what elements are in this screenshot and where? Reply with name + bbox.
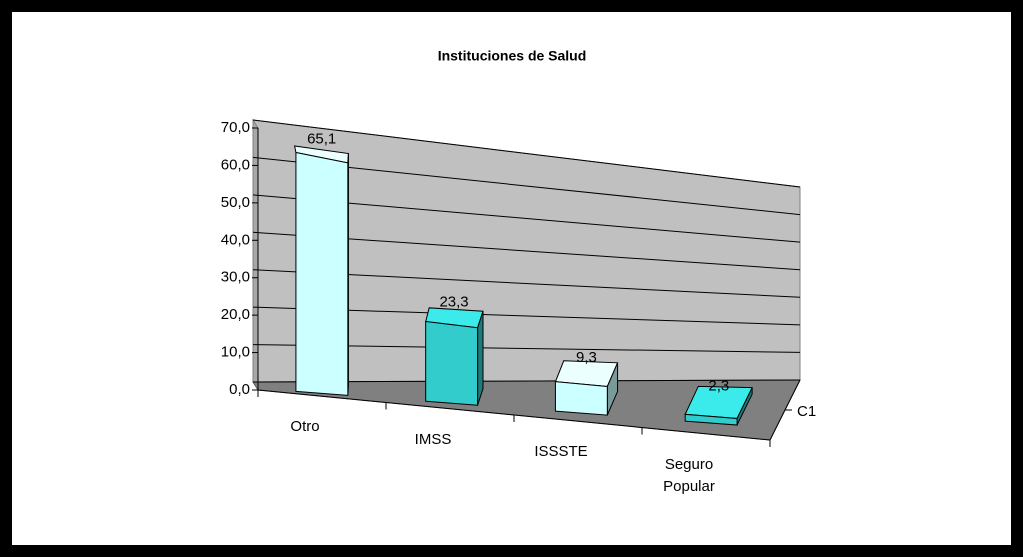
y-tick-label: 30,0 <box>221 269 250 286</box>
data-label: 2,3 <box>708 377 729 394</box>
grid-line <box>252 119 801 188</box>
data-label: 9,3 <box>576 349 597 366</box>
bar <box>684 413 738 426</box>
series-label: C1 <box>797 403 816 420</box>
x-tick-label: Otro <box>290 418 320 436</box>
y-tick-label: 0,0 <box>229 381 250 398</box>
y-tick-label: 50,0 <box>221 194 250 211</box>
data-label: 65,1 <box>307 130 336 147</box>
y-tick-label: 70,0 <box>221 119 250 136</box>
y-tick-label: 40,0 <box>221 231 250 248</box>
bar <box>425 320 479 406</box>
x-tick-label: IMSS <box>414 430 452 448</box>
y-tick-label: 60,0 <box>221 156 250 173</box>
data-label: 23,3 <box>439 293 468 310</box>
y-tick-label: 10,0 <box>221 344 250 361</box>
x-tick-label: ISSSTE <box>534 443 588 461</box>
x-tick-label: Seguro Popular <box>663 455 715 495</box>
side-wall <box>252 118 259 392</box>
bar <box>554 381 608 416</box>
bar-side <box>477 311 484 406</box>
y-tick-label: 20,0 <box>221 306 250 323</box>
bar <box>295 151 349 396</box>
chart-title: Instituciones de Salud <box>438 48 587 64</box>
